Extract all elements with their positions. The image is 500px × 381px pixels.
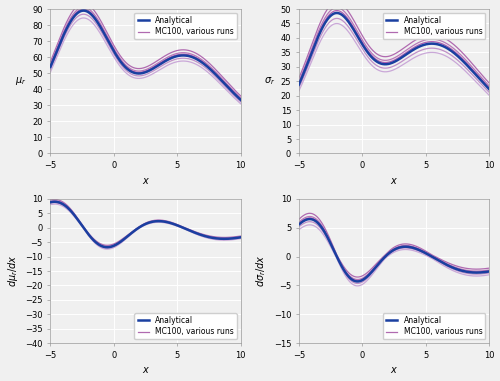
Analytical [482,270,488,274]
Legend: Analytical, MC100, various runs: Analytical, MC100, various runs [134,313,237,339]
Analytical [138,71,144,75]
Y-axis label: $d\mu_r/dx$: $d\mu_r/dx$ [6,255,20,288]
Analytical [399,55,405,59]
Analytical [410,48,416,53]
Analytical [162,219,168,224]
Analytical [238,235,244,240]
Legend: Analytical, MC100, various runs: Analytical, MC100, various runs [383,13,486,39]
Legend: Analytical, MC100, various runs: Analytical, MC100, various runs [134,13,237,39]
Y-axis label: $d\sigma_r/dx$: $d\sigma_r/dx$ [254,255,268,287]
Y-axis label: $\mu_r$: $\mu_r$ [16,75,26,87]
Analytical [104,245,110,250]
X-axis label: $x$: $x$ [390,176,398,186]
Line: Analytical: Analytical [50,11,240,100]
Analytical [486,269,492,274]
Line: Analytical: Analytical [299,13,489,89]
Analytical [388,249,394,254]
Analytical [334,11,340,15]
Line: Analytical: Analytical [299,219,489,282]
Analytical [452,266,458,271]
Legend: Analytical, MC100, various runs: Analytical, MC100, various runs [383,313,486,339]
Analytical [48,200,54,205]
X-axis label: $x$: $x$ [390,365,398,375]
Analytical [296,222,302,227]
Analytical [234,235,240,240]
Analytical [486,87,492,91]
Analytical [161,59,167,64]
Analytical [354,279,360,284]
Analytical [296,82,302,87]
Analytical [452,52,458,56]
Analytical [307,217,313,221]
X-axis label: $x$: $x$ [142,176,150,186]
Analytical [400,245,406,249]
Analytical [410,245,416,250]
Analytical [138,224,144,228]
Analytical [151,66,157,70]
Analytical [204,64,210,69]
X-axis label: $x$: $x$ [142,365,150,375]
Line: Analytical: Analytical [50,202,240,247]
Analytical [140,71,145,75]
Analytical [387,250,393,255]
Analytical [52,200,58,204]
Analytical [204,234,210,239]
Analytical [386,61,392,66]
Analytical [238,98,244,102]
Analytical [80,8,86,13]
Analytical [482,83,488,87]
Y-axis label: $\sigma_r$: $\sigma_r$ [264,75,275,87]
Analytical [388,61,394,66]
Analytical [140,223,145,228]
Analytical [151,219,157,224]
Analytical [234,94,239,98]
Analytical [48,65,54,69]
